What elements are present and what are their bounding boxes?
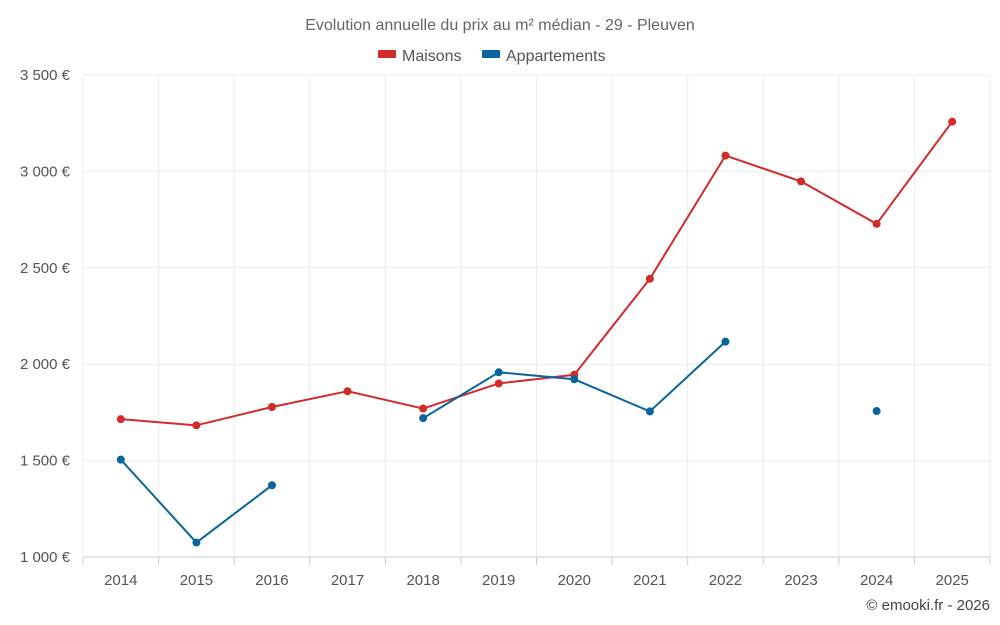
data-point-appartements[interactable] <box>116 455 125 464</box>
x-tick-label: 2023 <box>784 572 817 589</box>
x-tick-label: 2017 <box>331 572 364 589</box>
data-point-maisons[interactable] <box>948 117 957 126</box>
series <box>116 117 957 547</box>
x-axis: 2014 2015 2016 2017 2018 2019 2020 2021 2022 2023… <box>82 557 991 589</box>
data-point-appartements[interactable] <box>570 375 579 384</box>
x-tick-label: 2014 <box>104 572 137 589</box>
x-tick-label: 2019 <box>482 572 515 589</box>
data-point-maisons[interactable] <box>192 421 201 430</box>
data-point-maisons[interactable] <box>419 404 428 413</box>
data-point-appartements[interactable] <box>645 407 654 416</box>
credit-text: © emooki.fr - 2026 <box>866 597 990 614</box>
data-point-appartements[interactable] <box>192 538 201 547</box>
y-axis: 1 000 € 1 500 € 2 000 € 2 500 € 3 000 € 3 500… <box>20 67 71 566</box>
series-line-appartements <box>120 458 273 544</box>
y-tick-label: 3 500 € <box>20 67 71 84</box>
x-tick-label: 2024 <box>860 572 893 589</box>
legend-swatch-maisons <box>378 50 396 58</box>
x-tick-label: 2025 <box>936 572 969 589</box>
y-tick-label: 2 500 € <box>20 260 71 277</box>
y-tick-label: 1 000 € <box>20 549 71 566</box>
x-tick-label: 2021 <box>633 572 666 589</box>
data-point-appartements[interactable] <box>494 368 503 377</box>
legend: Maisons Appartements <box>378 48 606 65</box>
series-line-maisons <box>120 121 954 427</box>
y-tick-label: 2 000 € <box>20 356 71 373</box>
legend-label-appartements: Appartements <box>506 48 606 65</box>
data-point-maisons[interactable] <box>116 415 125 424</box>
data-point-maisons[interactable] <box>721 151 730 160</box>
data-point-maisons[interactable] <box>494 379 503 388</box>
legend-label-maisons: Maisons <box>402 48 462 65</box>
x-tick-label: 2018 <box>406 572 439 589</box>
series-appartements <box>116 337 881 547</box>
x-tick-label: 2016 <box>255 572 288 589</box>
data-point-appartements[interactable] <box>267 481 276 490</box>
chart-title: Evolution annuelle du prix au m² médian … <box>305 17 695 34</box>
data-point-appartements[interactable] <box>721 337 730 346</box>
grid <box>82 74 991 558</box>
data-point-maisons[interactable] <box>267 403 276 412</box>
data-point-appartements[interactable] <box>419 414 428 423</box>
data-point-appartements[interactable] <box>872 407 881 416</box>
x-tick-label: 2022 <box>709 572 742 589</box>
x-tick-label: 2015 <box>180 572 213 589</box>
legend-swatch-appartements <box>482 50 500 58</box>
x-tick-label: 2020 <box>558 572 591 589</box>
y-tick-label: 3 000 € <box>20 163 71 180</box>
data-point-maisons[interactable] <box>343 387 352 396</box>
data-point-maisons[interactable] <box>645 274 654 283</box>
data-point-maisons[interactable] <box>872 219 881 228</box>
legend-item-appartements[interactable]: Appartements <box>482 48 606 65</box>
y-tick-label: 1 500 € <box>20 453 71 470</box>
data-point-maisons[interactable] <box>797 177 806 186</box>
legend-item-maisons[interactable]: Maisons <box>378 48 462 65</box>
series-maisons <box>116 117 957 430</box>
